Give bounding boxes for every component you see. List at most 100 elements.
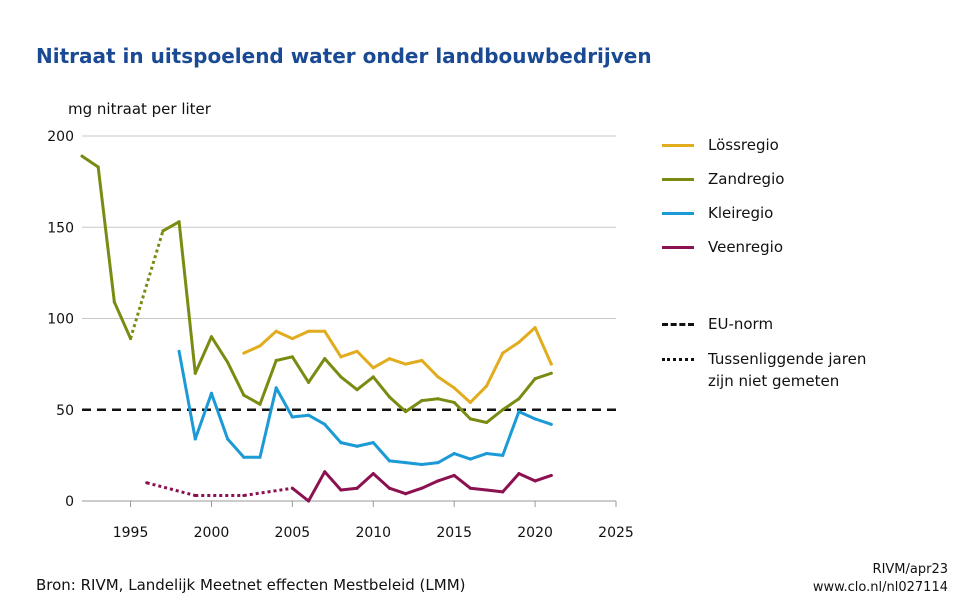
series-segment-lssregio-2007-2008 xyxy=(323,329,343,359)
data-point-kleiregio-2008 xyxy=(339,441,343,445)
series-segment-lssregio-2012-2013 xyxy=(404,358,424,366)
series-segment-lssregio-2008-2009 xyxy=(339,349,359,359)
data-point-kleiregio-2007 xyxy=(323,422,327,426)
data-point-veenregio-2013 xyxy=(420,486,424,490)
series-segment-zandregio-1993-1994 xyxy=(96,165,116,304)
data-point-lssregio-2003 xyxy=(258,344,262,348)
data-point-kleiregio-2003 xyxy=(258,455,262,459)
data-point-kleiregio-2013 xyxy=(420,463,424,466)
legend-item-eu-norm: EU-norm xyxy=(662,313,773,335)
data-point-lssregio-2005 xyxy=(290,337,294,341)
series-segment-kleiregio-2009-2010 xyxy=(355,441,375,448)
data-point-veenregio-2020 xyxy=(533,479,537,483)
data-point-zandregio-1995 xyxy=(129,337,133,341)
data-point-lssregio-2018 xyxy=(501,351,505,355)
y-tick-label-50: 50 xyxy=(56,403,74,419)
legend-item-loss: Lössregio xyxy=(662,134,779,156)
series-segment-lssregio-2017-2018 xyxy=(485,351,505,388)
data-point-kleiregio-2010 xyxy=(371,441,375,445)
series-segment-veenregio-2007-2008 xyxy=(323,470,343,492)
series-segment-lssregio-2002-2003 xyxy=(242,344,262,355)
chart-title: Nitraat in uitspoelend water onder landb… xyxy=(36,44,652,68)
data-point-zandregio-2001 xyxy=(226,360,230,364)
series-segment-veenregio-2017-2018 xyxy=(485,488,505,494)
series-segment-kleiregio-2016-2017 xyxy=(468,452,489,461)
series-segment-zandregio-2009-2010 xyxy=(355,375,375,392)
series-segment-lssregio-2005-2006 xyxy=(290,329,311,341)
data-point-kleiregio-1999 xyxy=(193,437,197,441)
series-segment-lssregio-2018-2019 xyxy=(501,340,521,355)
series-segment-lssregio-2004-2005 xyxy=(274,329,294,341)
series-segment-kleiregio-2014-2015 xyxy=(436,452,456,465)
series-segment-zandregio-2005-2006 xyxy=(290,355,311,384)
series-segment-veenregio-2018-2019 xyxy=(501,472,521,494)
data-point-veenregio-1999 xyxy=(193,494,197,498)
x-tick-label-1995: 1995 xyxy=(113,525,149,541)
series-segment-lssregio-2016-2017 xyxy=(468,384,489,404)
series-segment-kleiregio-2005-2006 xyxy=(290,413,311,419)
series-segment-veenregio-2005-2006 xyxy=(290,486,311,503)
series-segment-zandregio-2013-2014 xyxy=(420,397,440,403)
data-point-kleiregio-2002 xyxy=(242,455,246,459)
series-segment-kleiregio-1998-1999 xyxy=(177,349,197,441)
series-segment-zandregio-1992-1993 xyxy=(80,154,100,169)
legend-label-loss: Lössregio xyxy=(708,136,779,154)
legend-label-unmeasured-line2: zijn niet gemeten xyxy=(708,372,840,390)
series-segment-veenregio-2014-2015 xyxy=(436,473,456,483)
series-segment-veenregio-2006-2007 xyxy=(307,470,327,503)
data-point-veenregio-2021 xyxy=(549,473,553,477)
series-segment-kleiregio-2006-2007 xyxy=(307,413,327,426)
data-point-kleiregio-2016 xyxy=(468,457,472,461)
x-tick-label-2005: 2005 xyxy=(275,525,311,541)
series-segment-veenregio-2002-2005 xyxy=(243,486,293,498)
data-point-lssregio-2007 xyxy=(323,329,327,333)
source-url: www.clo.nl/nl027114 xyxy=(812,580,948,595)
series-segment-veenregio-2011-2012 xyxy=(387,486,408,496)
series-lines xyxy=(80,154,553,503)
series-segment-kleiregio-2000-2001 xyxy=(209,391,230,441)
data-point-kleiregio-2017 xyxy=(485,452,489,456)
series-segment-zandregio-1994-1995 xyxy=(112,300,133,341)
data-point-zandregio-2008 xyxy=(339,375,343,379)
x-tick-labels: 1995 2000 2005 2010 2015 2020 2025 xyxy=(113,525,634,541)
data-point-zandregio-2006 xyxy=(307,380,311,384)
data-point-lssregio-2008 xyxy=(339,355,343,359)
data-point-kleiregio-2015 xyxy=(452,452,456,456)
data-point-zandregio-1994 xyxy=(112,300,116,304)
data-point-lssregio-2009 xyxy=(355,349,359,353)
series-segment-zandregio-2004-2005 xyxy=(274,355,294,362)
series-segment-zandregio-2000-2001 xyxy=(209,335,230,364)
data-point-kleiregio-2009 xyxy=(355,444,359,448)
series-segment-kleiregio-1999-2000 xyxy=(193,391,213,441)
data-point-zandregio-2009 xyxy=(355,388,359,392)
series-segment-zandregio-1995-1997 xyxy=(129,230,165,340)
data-point-zandregio-2000 xyxy=(209,335,213,339)
series-segment-lssregio-2003-2004 xyxy=(258,329,278,348)
series-segment-zandregio-2001-2002 xyxy=(226,360,246,397)
data-point-lssregio-2014 xyxy=(436,375,440,379)
legend-label-unmeasured-line1: Tussenliggende jaren xyxy=(708,350,867,368)
y-tick-label-0: 0 xyxy=(65,494,74,510)
series-segment-zandregio-2007-2008 xyxy=(323,357,343,379)
series-segment-veenregio-2012-2013 xyxy=(404,486,424,496)
series-segment-zandregio-2020-2021 xyxy=(533,371,553,381)
data-point-zandregio-2004 xyxy=(274,358,278,362)
data-point-kleiregio-2012 xyxy=(404,461,408,465)
series-segment-veenregio-2020-2021 xyxy=(533,473,553,483)
data-point-lssregio-2020 xyxy=(533,326,537,330)
series-segment-lssregio-2014-2015 xyxy=(436,375,456,390)
series-segment-lssregio-2010-2011 xyxy=(371,357,391,370)
data-point-veenregio-2007 xyxy=(323,470,327,474)
y-tick-label-100: 100 xyxy=(47,312,74,328)
legend-item-unmeasured: Tussenliggende jaren zijn niet gemeten xyxy=(662,348,866,392)
data-point-veenregio-2011 xyxy=(387,486,391,490)
data-point-lssregio-2015 xyxy=(452,386,456,390)
legend-item-zand: Zandregio xyxy=(662,168,784,190)
gridlines xyxy=(82,135,617,507)
data-point-lssregio-2004 xyxy=(274,329,278,333)
data-point-veenregio-2016 xyxy=(468,486,472,490)
data-point-kleiregio-2006 xyxy=(307,413,311,417)
data-point-kleiregio-1998 xyxy=(177,349,181,353)
data-point-veenregio-2008 xyxy=(339,488,343,492)
data-point-zandregio-2005 xyxy=(290,355,294,359)
